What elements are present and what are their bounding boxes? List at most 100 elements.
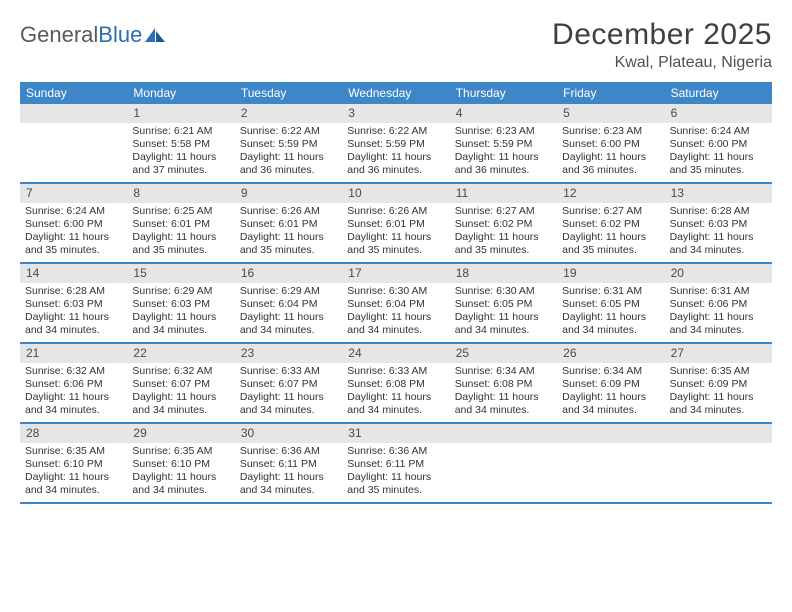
day-detail-line: Sunset: 5:59 PM	[455, 138, 552, 151]
day-detail-line: Daylight: 11 hours	[132, 391, 229, 404]
day-detail-line: Sunset: 6:04 PM	[347, 298, 444, 311]
day-detail-line: Daylight: 11 hours	[670, 391, 767, 404]
calendar-week: 28 Sunrise: 6:35 AMSunset: 6:10 PM Dayligh…	[20, 424, 772, 504]
day-detail-line: Sunrise: 6:34 AM	[455, 365, 552, 378]
day-detail-line: and 37 minutes.	[132, 164, 229, 177]
title-block: December 2025 Kwal, Plateau, Nigeria	[552, 18, 772, 72]
day-details: Sunrise: 6:36 AMSunset: 6:11 PMDaylight:…	[342, 443, 449, 502]
calendar-day: 12Sunrise: 6:27 AMSunset: 6:02 PMDayligh…	[557, 184, 664, 262]
day-detail-line: Sunset: 6:10 PM	[132, 458, 229, 471]
day-detail-line: Daylight: 11 hours	[562, 231, 659, 244]
location: Kwal, Plateau, Nigeria	[552, 54, 772, 72]
day-details: Sunrise: 6:28 AMSunset: 6:03 PMDaylight:…	[665, 203, 772, 262]
day-detail-line: Daylight: 11 hours	[25, 471, 122, 484]
weekday-label: Monday	[127, 82, 234, 104]
calendar-day: 16Sunrise: 6:29 AMSunset: 6:04 PMDayligh…	[235, 264, 342, 342]
day-detail-line: Sunset: 6:07 PM	[132, 378, 229, 391]
weekday-label: Sunday	[20, 82, 127, 104]
calendar-day: 22Sunrise: 6:32 AMSunset: 6:07 PMDayligh…	[127, 344, 234, 422]
calendar-day: 6Sunrise: 6:24 AMSunset: 6:00 PMDaylight…	[665, 104, 772, 182]
day-detail-line: Sunrise: 6:27 AM	[455, 205, 552, 218]
day-detail-line: Daylight: 11 hours	[670, 311, 767, 324]
day-details: Sunrise: 6:30 AMSunset: 6:05 PMDaylight:…	[450, 283, 557, 342]
day-detail-line: Sunset: 6:08 PM	[347, 378, 444, 391]
day-details: Sunrise: 6:27 AMSunset: 6:02 PMDaylight:…	[557, 203, 664, 262]
calendar-day: 18Sunrise: 6:30 AMSunset: 6:05 PMDayligh…	[450, 264, 557, 342]
day-detail-line: Sunrise: 6:34 AM	[562, 365, 659, 378]
day-details: Sunrise: 6:31 AMSunset: 6:05 PMDaylight:…	[557, 283, 664, 342]
day-details: Sunrise: 6:26 AMSunset: 6:01 PMDaylight:…	[342, 203, 449, 262]
day-detail-line: Daylight: 11 hours	[132, 151, 229, 164]
day-detail-line: Sunrise: 6:35 AM	[132, 445, 229, 458]
day-detail-line: Daylight: 11 hours	[670, 231, 767, 244]
calendar-day	[20, 104, 127, 182]
day-details: Sunrise: 6:31 AMSunset: 6:06 PMDaylight:…	[665, 283, 772, 342]
day-detail-line: Daylight: 11 hours	[347, 231, 444, 244]
day-number: 7	[20, 184, 127, 203]
day-detail-line: Daylight: 11 hours	[455, 311, 552, 324]
calendar-day: 4 Sunrise: 6:23 AMSunset: 5:59 PMDaylight…	[450, 104, 557, 182]
day-detail-line: Sunrise: 6:24 AM	[670, 125, 767, 138]
day-number: 21	[20, 344, 127, 363]
weekday-label: Friday	[557, 82, 664, 104]
day-detail-line: and 34 minutes.	[132, 404, 229, 417]
calendar-day: 8Sunrise: 6:25 AMSunset: 6:01 PMDaylight…	[127, 184, 234, 262]
day-detail-line: Sunset: 6:03 PM	[670, 218, 767, 231]
day-number: 28	[20, 424, 127, 443]
day-number: 23	[235, 344, 342, 363]
day-detail-line: and 34 minutes.	[240, 404, 337, 417]
day-detail-line: and 34 minutes.	[132, 324, 229, 337]
day-detail-line: Daylight: 11 hours	[25, 391, 122, 404]
calendar-day: 26Sunrise: 6:34 AMSunset: 6:09 PMDayligh…	[557, 344, 664, 422]
calendar-week: 1Sunrise: 6:21 AMSunset: 5:58 PMDaylight…	[20, 104, 772, 184]
logo-sail-icon	[144, 27, 166, 43]
calendar-day: 21Sunrise: 6:32 AMSunset: 6:06 PMDayligh…	[20, 344, 127, 422]
day-detail-line: and 36 minutes.	[562, 164, 659, 177]
day-number: 6	[665, 104, 772, 123]
day-details: Sunrise: 6:32 AMSunset: 6:07 PMDaylight:…	[127, 363, 234, 422]
day-details: Sunrise: 6:32 AMSunset: 6:06 PMDaylight:…	[20, 363, 127, 422]
day-detail-line: Daylight: 11 hours	[240, 311, 337, 324]
calendar-day: 17Sunrise: 6:30 AMSunset: 6:04 PMDayligh…	[342, 264, 449, 342]
calendar-day: 28Sunrise: 6:35 AMSunset: 6:10 PMDayligh…	[20, 424, 127, 502]
logo-word1: General	[20, 22, 98, 47]
day-number: 19	[557, 264, 664, 283]
day-detail-line: Daylight: 11 hours	[240, 391, 337, 404]
calendar-day: 14Sunrise: 6:28 AMSunset: 6:03 PMDayligh…	[20, 264, 127, 342]
day-number: 8	[127, 184, 234, 203]
calendar-day: 15Sunrise: 6:29 AMSunset: 6:03 PMDayligh…	[127, 264, 234, 342]
day-detail-line: Sunset: 6:00 PM	[562, 138, 659, 151]
calendar-day: 13Sunrise: 6:28 AMSunset: 6:03 PMDayligh…	[665, 184, 772, 262]
day-number	[557, 424, 664, 443]
weekday-label: Saturday	[665, 82, 772, 104]
day-number: 15	[127, 264, 234, 283]
day-detail-line: Daylight: 11 hours	[562, 311, 659, 324]
day-detail-line: Daylight: 11 hours	[455, 151, 552, 164]
day-detail-line: Sunrise: 6:23 AM	[455, 125, 552, 138]
calendar-day	[665, 424, 772, 502]
day-detail-line: and 35 minutes.	[347, 484, 444, 497]
day-detail-line: Sunset: 6:05 PM	[455, 298, 552, 311]
day-number: 24	[342, 344, 449, 363]
day-detail-line: Daylight: 11 hours	[240, 471, 337, 484]
day-detail-line: Sunrise: 6:26 AM	[347, 205, 444, 218]
logo: GeneralBlue	[20, 18, 166, 48]
calendar-day: 10Sunrise: 6:26 AMSunset: 6:01 PMDayligh…	[342, 184, 449, 262]
day-detail-line: and 34 minutes.	[455, 404, 552, 417]
day-number	[450, 424, 557, 443]
day-detail-line: Sunrise: 6:29 AM	[132, 285, 229, 298]
day-details: Sunrise: 6:22 AMSunset: 5:59 PMDaylight:…	[342, 123, 449, 182]
day-detail-line: Sunset: 6:01 PM	[132, 218, 229, 231]
day-details: Sunrise: 6:30 AMSunset: 6:04 PMDaylight:…	[342, 283, 449, 342]
day-detail-line: and 34 minutes.	[347, 404, 444, 417]
day-details: Sunrise: 6:35 AMSunset: 6:09 PMDaylight:…	[665, 363, 772, 422]
day-detail-line: and 35 minutes.	[670, 164, 767, 177]
weekday-label: Tuesday	[235, 82, 342, 104]
day-details: Sunrise: 6:22 AMSunset: 5:59 PMDaylight:…	[235, 123, 342, 182]
day-detail-line: Sunrise: 6:35 AM	[670, 365, 767, 378]
day-number: 4	[450, 104, 557, 123]
day-detail-line: and 34 minutes.	[562, 324, 659, 337]
day-detail-line: Sunset: 6:02 PM	[562, 218, 659, 231]
calendar-day: 19Sunrise: 6:31 AMSunset: 6:05 PMDayligh…	[557, 264, 664, 342]
day-detail-line: Sunrise: 6:32 AM	[132, 365, 229, 378]
